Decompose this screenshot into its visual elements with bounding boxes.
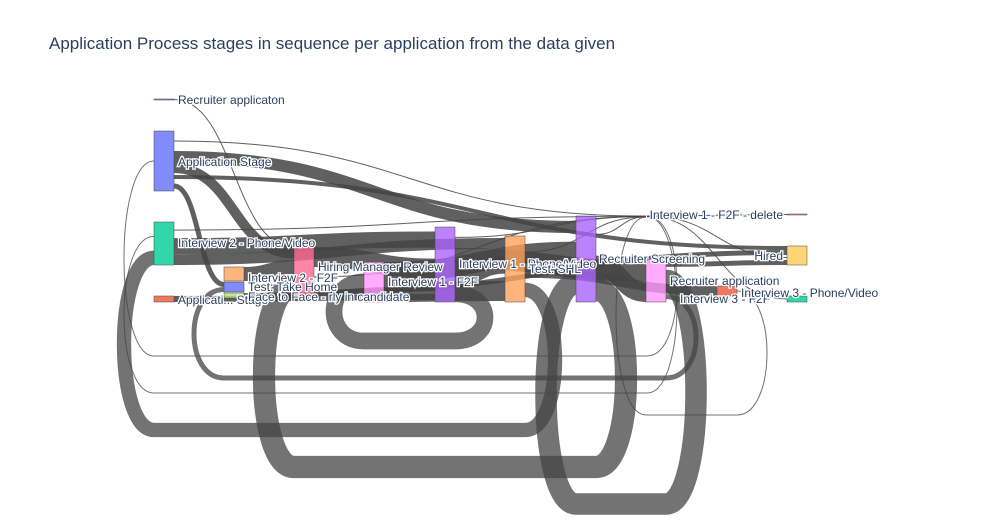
sankey-node-interview1-f2f[interactable] — [434, 226, 456, 303]
sankey-node-interview3-f2f[interactable] — [716, 285, 738, 297]
sankey-link[interactable] — [173, 294, 436, 302]
sankey-link[interactable] — [173, 183, 225, 287]
sankey-label-application-stage: Application Stage — [178, 155, 272, 169]
sankey-node-test-take-home[interactable] — [223, 281, 245, 293]
sankey-link[interactable] — [173, 231, 436, 255]
sankey-link[interactable] — [173, 140, 647, 217]
sankey-link[interactable] — [173, 215, 647, 231]
sankey-link[interactable] — [615, 216, 768, 416]
sankey-label-recruiter-applicaton: Recruiter applicaton — [178, 93, 285, 107]
sankey-link[interactable] — [646, 214, 788, 217]
labels-layer: Recruiter applicaton Application Stage Int… — [177, 92, 880, 309]
sankey-link[interactable] — [173, 175, 788, 250]
sankey-link[interactable] — [535, 269, 707, 515]
sankey-label-recruiter-application: Recruiter application — [670, 274, 779, 288]
sankey-link[interactable] — [383, 241, 577, 282]
sankey-node-hired[interactable] — [786, 245, 808, 266]
sankey-label-hiring-manager-review: Hiring Manager Review — [318, 260, 443, 274]
sankey-link[interactable] — [325, 273, 494, 350]
sankey-node-interview-f2f-small[interactable] — [223, 266, 245, 282]
sankey-label-test-shl: Test: SHL — [529, 262, 581, 276]
sankey-node-interview1-phone[interactable] — [575, 215, 597, 303]
sankey-label-interview3-f2f: Interview 3 - F2F — [680, 292, 770, 306]
sankey-link[interactable] — [646, 215, 788, 300]
sankey-label-interview1-f2f-delete: Interview 1 - F2F - delete — [650, 208, 784, 222]
sankey-label-interview2-phone: Interview 2 - Phone/Video — [178, 236, 316, 250]
sankey-link[interactable] — [454, 216, 647, 238]
sankey-label-application-low: Applicati... Stage — [178, 293, 268, 307]
sankey-label-face-to-face: Face to Face - rly in candidate — [248, 290, 410, 304]
sankey-node-face-to-face[interactable] — [223, 292, 245, 299]
sankey-link[interactable] — [191, 287, 699, 381]
sankey-node-hiring-manager-review[interactable] — [293, 246, 315, 298]
sankey-node-test-shl[interactable] — [504, 235, 526, 303]
sankey-label-interview3-phone: Interview 3 - Phone/Video — [741, 286, 879, 300]
sankey-link[interactable] — [665, 260, 788, 267]
sankey-node-interview1-f2f-delete[interactable] — [786, 213, 808, 216]
sankey-label-recruiter-screening: Recruiter Screening — [599, 252, 705, 266]
sankey-label-hired: Hired — [754, 249, 783, 263]
nodes-layer — [153, 98, 808, 303]
sankey-link[interactable] — [646, 215, 788, 258]
sankey-node-col5-violet[interactable] — [363, 261, 385, 303]
sankey-node-application-stage[interactable] — [153, 130, 175, 192]
sankey-link[interactable] — [243, 260, 295, 281]
sankey-node-recruiter-application[interactable] — [645, 258, 667, 303]
sankey-node-interview3-phone[interactable] — [786, 295, 808, 303]
chart-title: Application Process stages in sequence p… — [49, 34, 616, 53]
sankey-label-interview1-f2f: Interview 1 - F2F — [388, 275, 478, 289]
sankey-node-interview2-phone[interactable] — [153, 221, 175, 266]
sankey-node-recruiter-applicaton[interactable] — [153, 98, 175, 101]
sankey-node-application-low[interactable] — [153, 295, 175, 303]
sankey-link[interactable] — [252, 274, 638, 479]
sankey-link[interactable] — [123, 160, 678, 357]
sankey-label-interview-f2f-small: Interview 2 - F2F — [248, 271, 338, 285]
sankey-label-test-take-home: Test: Take Home — [248, 280, 337, 294]
sankey-label-interview1-phone: Interview 1 - Phone/Video — [459, 257, 597, 271]
